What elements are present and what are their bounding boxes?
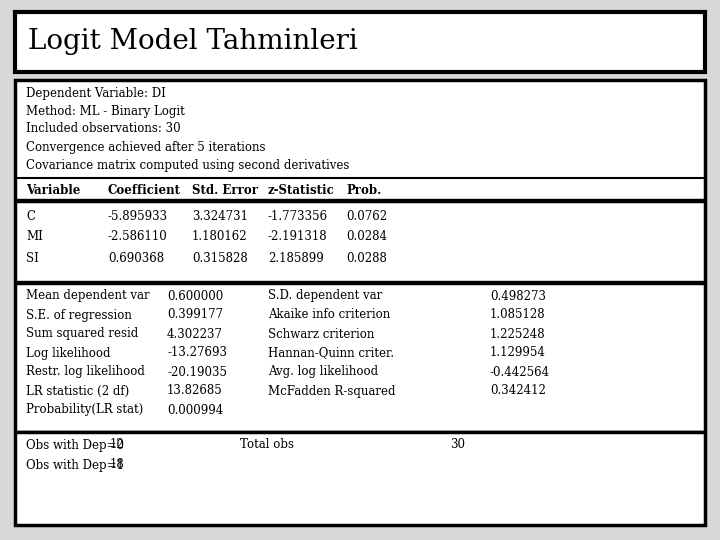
Text: 3.324731: 3.324731	[192, 210, 248, 222]
Text: 30: 30	[450, 438, 465, 451]
Text: Covariance matrix computed using second derivatives: Covariance matrix computed using second …	[26, 159, 349, 172]
Text: Mean dependent var: Mean dependent var	[26, 289, 150, 302]
Text: MI: MI	[26, 231, 43, 244]
Text: Variable: Variable	[26, 185, 81, 198]
Text: S.D. dependent var: S.D. dependent var	[268, 289, 382, 302]
Text: 0.0288: 0.0288	[346, 252, 387, 265]
Text: 0.600000: 0.600000	[167, 289, 223, 302]
Text: Restr. log likelihood: Restr. log likelihood	[26, 366, 145, 379]
Text: C: C	[26, 210, 35, 222]
Text: 0.690368: 0.690368	[108, 252, 164, 265]
Text: -5.895933: -5.895933	[108, 210, 168, 222]
Text: Hannan-Quinn criter.: Hannan-Quinn criter.	[268, 347, 394, 360]
Text: Avg. log likelihood: Avg. log likelihood	[268, 366, 378, 379]
Text: Dependent Variable: DI: Dependent Variable: DI	[26, 86, 166, 99]
Text: 0.000994: 0.000994	[167, 403, 223, 416]
Text: McFadden R-squared: McFadden R-squared	[268, 384, 395, 397]
Text: Akaike info criterion: Akaike info criterion	[268, 308, 390, 321]
Text: 1.225248: 1.225248	[490, 327, 546, 341]
Text: 0.342412: 0.342412	[490, 384, 546, 397]
Text: Obs with Dep=0: Obs with Dep=0	[26, 438, 124, 451]
Text: 13.82685: 13.82685	[167, 384, 222, 397]
Text: Probability(LR stat): Probability(LR stat)	[26, 403, 143, 416]
Text: LR statistic (2 df): LR statistic (2 df)	[26, 384, 130, 397]
Text: Sum squared resid: Sum squared resid	[26, 327, 138, 341]
Text: 4.302237: 4.302237	[167, 327, 223, 341]
Text: Included observations: 30: Included observations: 30	[26, 123, 181, 136]
Text: Logit Model Tahminleri: Logit Model Tahminleri	[28, 29, 358, 56]
Text: -1.773356: -1.773356	[268, 210, 328, 222]
Text: -20.19035: -20.19035	[167, 366, 227, 379]
Text: 1.180162: 1.180162	[192, 231, 248, 244]
Text: 1.085128: 1.085128	[490, 308, 546, 321]
Text: SI: SI	[26, 252, 39, 265]
Text: Coefficient: Coefficient	[108, 185, 181, 198]
Text: 12: 12	[110, 438, 125, 451]
Text: z-Statistic: z-Statistic	[268, 185, 335, 198]
Text: Obs with Dep=1: Obs with Dep=1	[26, 458, 124, 471]
Text: Prob.: Prob.	[346, 185, 382, 198]
Text: -13.27693: -13.27693	[167, 347, 227, 360]
Text: -0.442564: -0.442564	[490, 366, 550, 379]
Text: 18: 18	[110, 458, 125, 471]
Text: Log likelihood: Log likelihood	[26, 347, 110, 360]
Text: Convergence achieved after 5 iterations: Convergence achieved after 5 iterations	[26, 140, 266, 153]
Text: 0.399177: 0.399177	[167, 308, 223, 321]
Text: S.E. of regression: S.E. of regression	[26, 308, 132, 321]
Text: 0.498273: 0.498273	[490, 289, 546, 302]
Text: 1.129954: 1.129954	[490, 347, 546, 360]
Text: Total obs: Total obs	[240, 438, 294, 451]
Text: 0.315828: 0.315828	[192, 252, 248, 265]
Text: Method: ML - Binary Logit: Method: ML - Binary Logit	[26, 105, 185, 118]
Text: 0.0762: 0.0762	[346, 210, 387, 222]
Text: -2.586110: -2.586110	[108, 231, 168, 244]
Text: Schwarz criterion: Schwarz criterion	[268, 327, 374, 341]
Text: 2.185899: 2.185899	[268, 252, 324, 265]
Text: 0.0284: 0.0284	[346, 231, 387, 244]
Text: -2.191318: -2.191318	[268, 231, 328, 244]
Text: Std. Error: Std. Error	[192, 185, 258, 198]
